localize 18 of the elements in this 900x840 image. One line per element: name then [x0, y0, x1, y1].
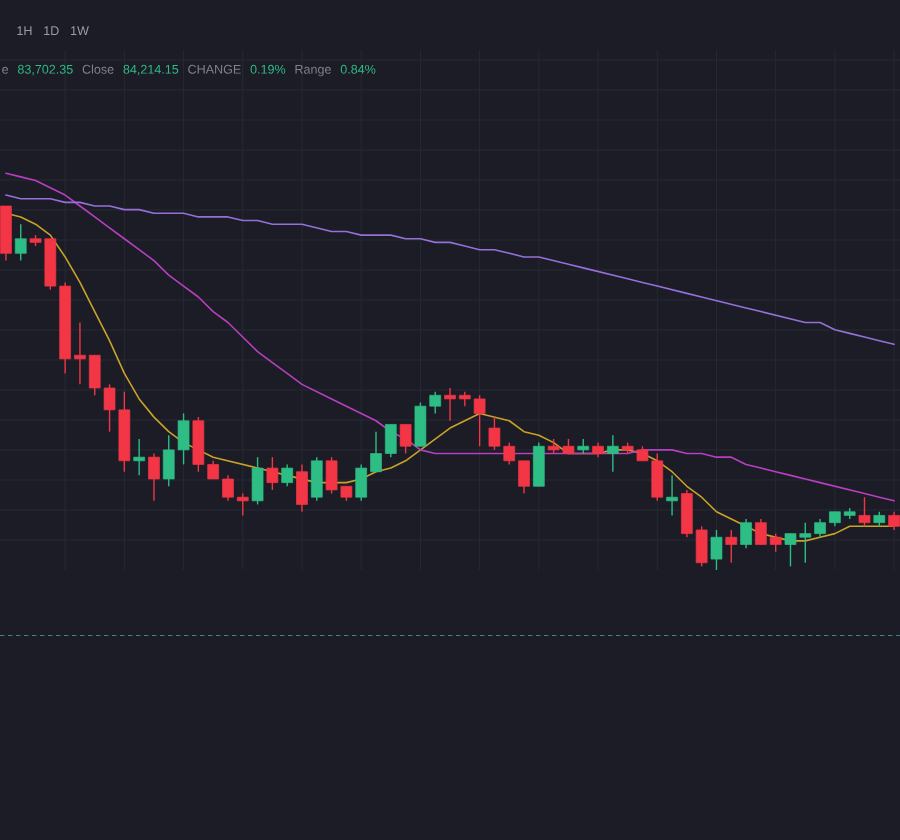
candlestick	[296, 463, 308, 513]
candlestick	[725, 529, 738, 564]
candlestick	[310, 456, 323, 502]
candlestick	[607, 434, 619, 473]
candlestick	[0, 205, 12, 262]
candlestick	[266, 456, 279, 491]
candlestick	[740, 518, 752, 549]
candlestick	[399, 423, 412, 455]
candlestick	[148, 452, 160, 502]
candlestick	[666, 474, 678, 517]
candlestick	[133, 438, 145, 477]
candlestick	[251, 456, 264, 506]
candlestick	[888, 511, 900, 531]
candlestick	[281, 463, 294, 487]
candlestick	[858, 496, 871, 528]
candlestick	[14, 223, 27, 262]
candlestick	[710, 529, 723, 571]
candlestick	[533, 441, 545, 487]
